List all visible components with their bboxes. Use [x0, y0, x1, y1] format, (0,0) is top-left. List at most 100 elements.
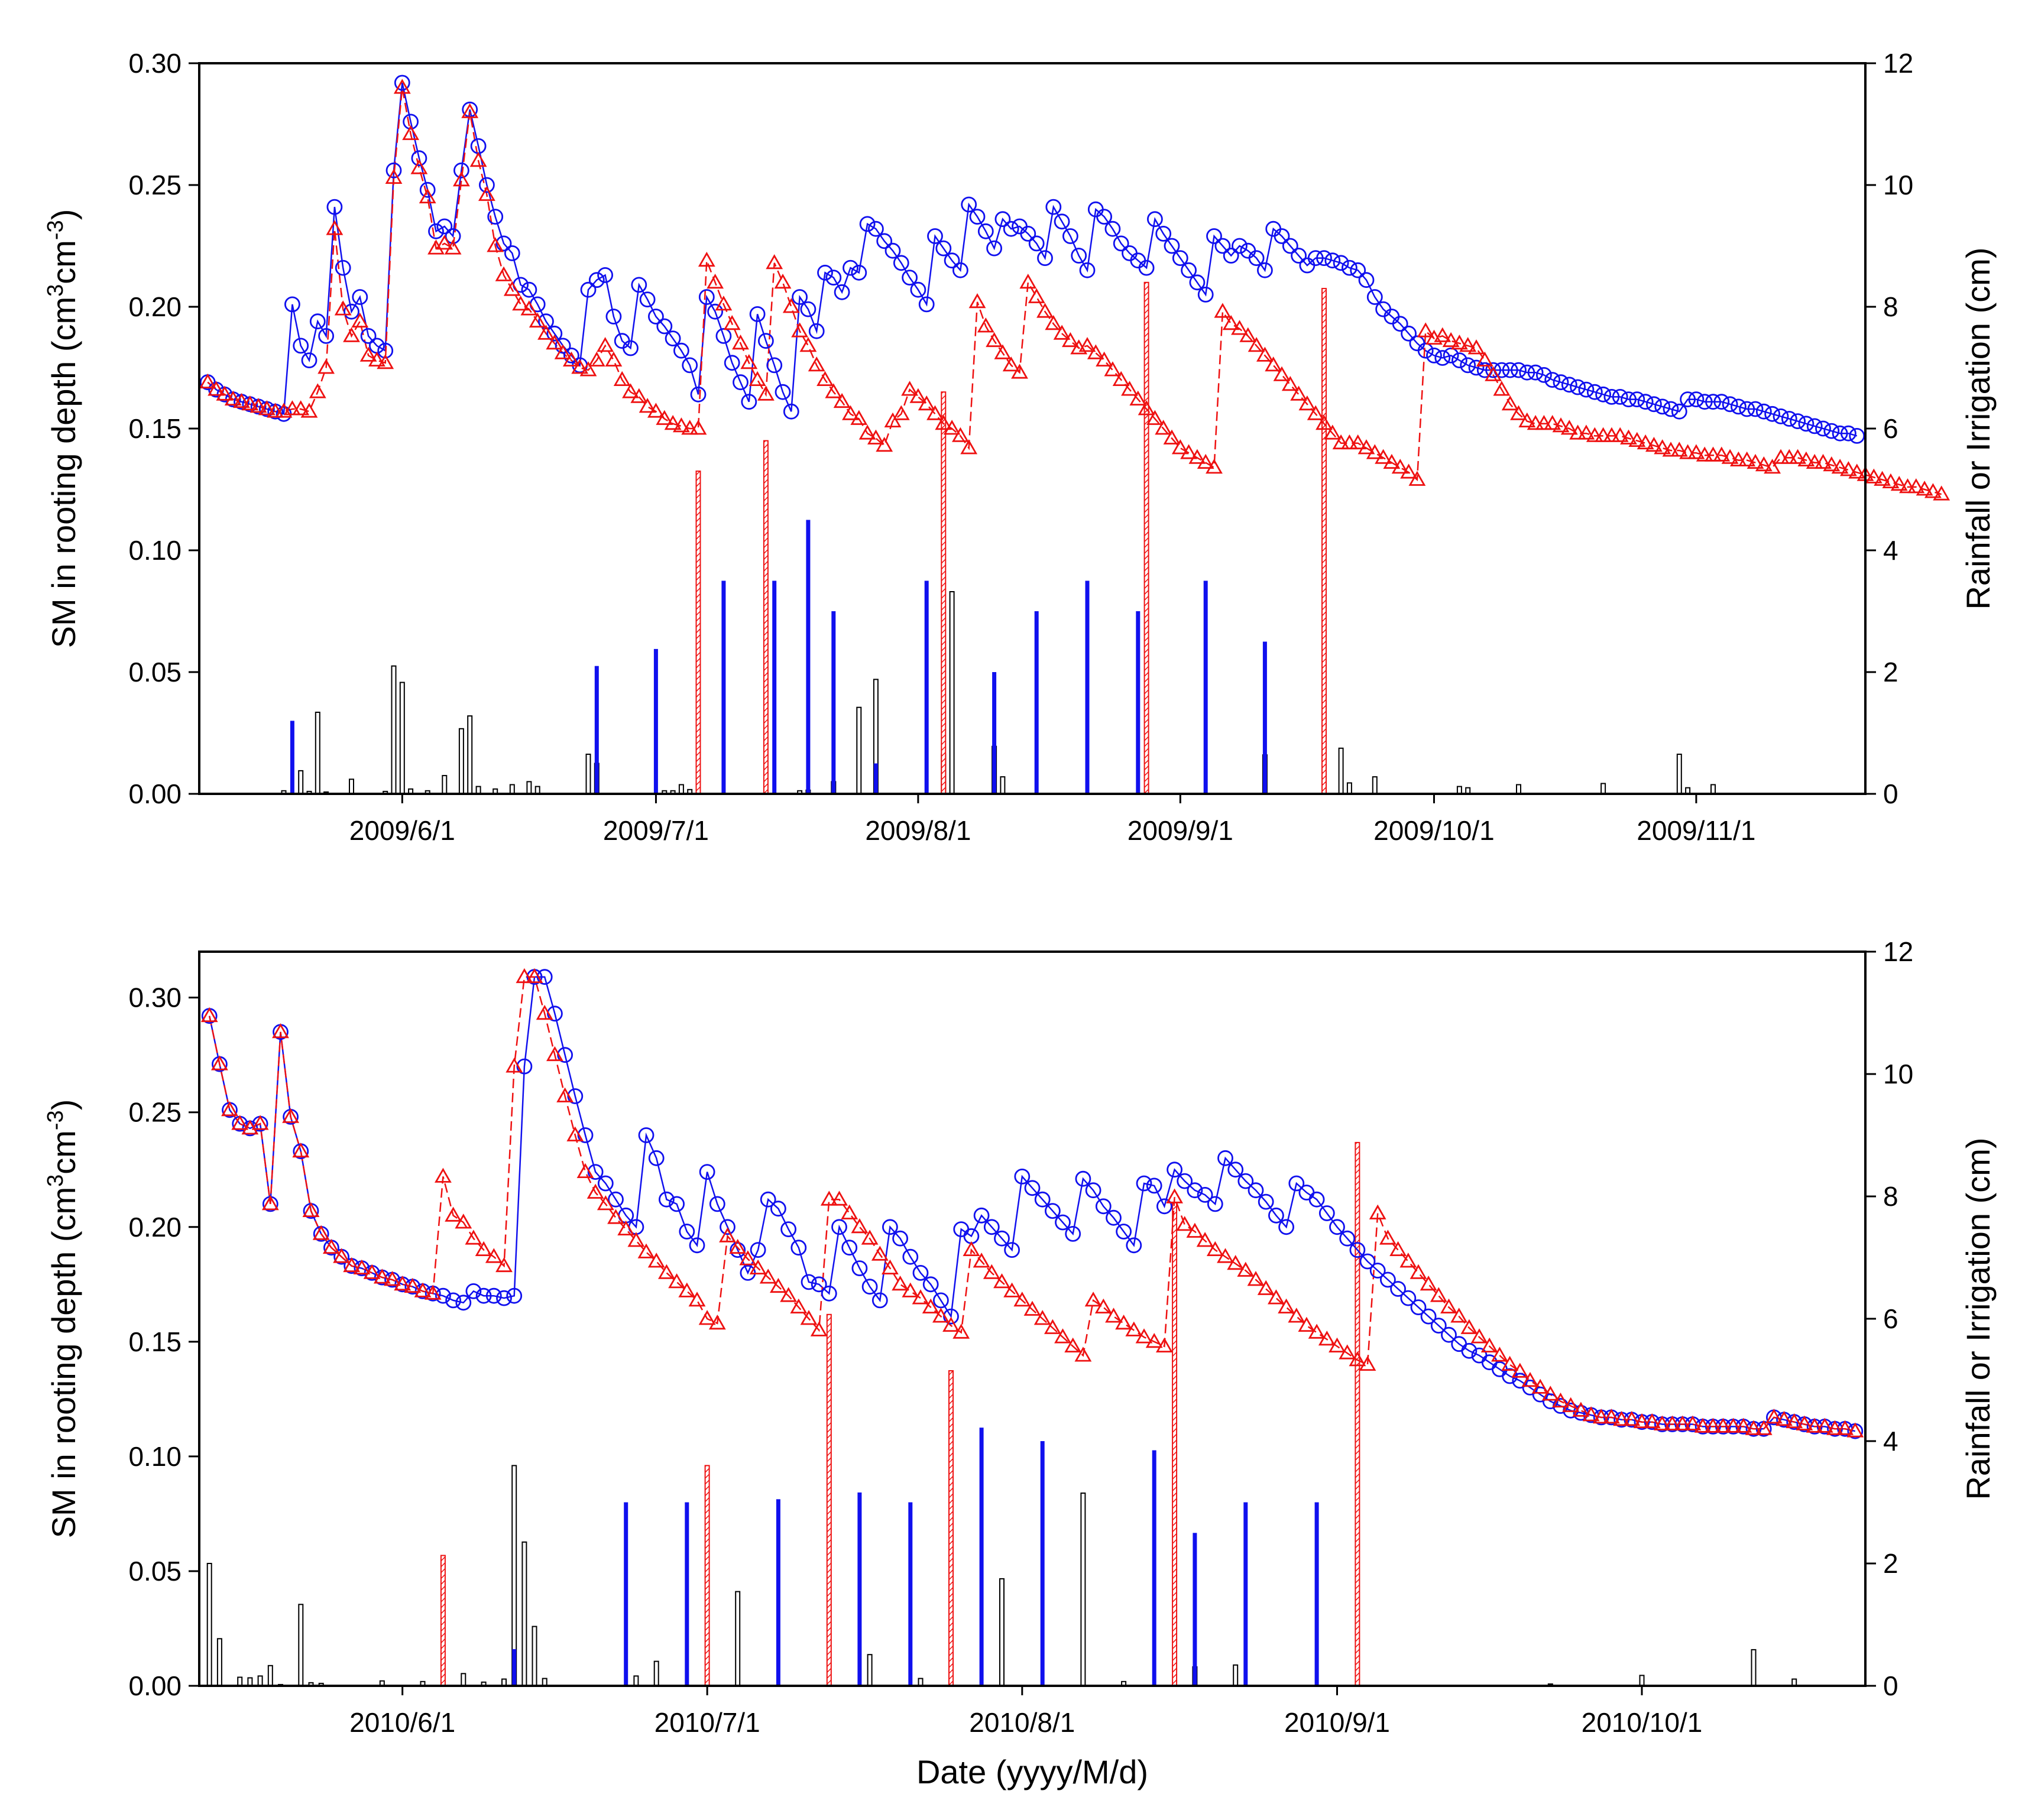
red-triangles-point — [251, 1115, 269, 1130]
red-triangles-point — [1019, 273, 1037, 289]
blue-circles-point — [817, 264, 833, 281]
blue-circles-point — [1172, 250, 1188, 267]
red-triangles-point — [326, 220, 344, 235]
irrigation-blue-bar — [290, 721, 294, 794]
top-y2-axis-label: Rainfall or Irrigation (cm) — [1959, 247, 1997, 609]
red-triangles-point — [986, 332, 1003, 348]
red-triangles-point — [317, 359, 335, 374]
top-plot-frame — [198, 62, 1867, 795]
red-triangles-point — [1459, 337, 1477, 352]
blue-circles-point — [1079, 262, 1096, 278]
red-triangles-point — [825, 383, 843, 398]
blue-circles-point — [360, 328, 377, 344]
y-tick-label: 0.05 — [128, 657, 182, 687]
red-triangles-point — [1476, 351, 1493, 366]
x-tick-label: 2010/8/1 — [969, 1707, 1075, 1738]
blue-circles-point — [1187, 1182, 1203, 1199]
blue-circles-point — [1268, 1207, 1284, 1224]
red-triangles-point — [1582, 1406, 1600, 1422]
blue-circles-point — [1037, 250, 1053, 267]
red-triangles-point — [576, 1163, 594, 1178]
blue-circles-point — [689, 1237, 705, 1254]
red-triangles-point — [952, 1323, 970, 1339]
blue-circles-point — [318, 328, 334, 344]
red-triangles-point — [529, 312, 546, 328]
y-tick-label: 0.20 — [128, 291, 182, 322]
rainfall-bar — [315, 712, 320, 794]
red-triangles-point — [1806, 453, 1823, 469]
blue-circles-point — [1288, 1175, 1305, 1192]
red-triangles-point — [487, 237, 504, 252]
red-triangles-point — [1180, 444, 1198, 459]
blue-circles-point — [715, 328, 732, 344]
red-triangles-point — [272, 1023, 289, 1039]
red-triangles-point — [1408, 471, 1426, 486]
y2-tick-label: 10 — [1883, 1059, 1913, 1089]
red-triangles-point — [1620, 429, 1637, 445]
blue-circles-point — [1823, 423, 1840, 439]
red-triangles-point — [1501, 1355, 1519, 1371]
blue-circles-point — [1318, 1205, 1335, 1221]
blue-circles-point — [1544, 372, 1561, 388]
blue-circles-point — [922, 1276, 939, 1293]
red-triangles-point — [363, 1264, 381, 1279]
red-triangles-point — [1882, 473, 1900, 488]
y2-tick-label: 4 — [1883, 535, 1898, 566]
red-triangles-point — [833, 392, 851, 408]
red-triangles-point — [1450, 334, 1468, 350]
blue-circles-point — [1671, 403, 1687, 420]
blue-circles-point — [801, 1274, 817, 1290]
red-triangles-point — [1054, 1328, 1071, 1344]
red-triangles-point — [199, 373, 216, 389]
x-tick-label: 2009/10/1 — [1373, 815, 1495, 846]
red-triangles-point — [1308, 1323, 1326, 1339]
red-triangles-point — [1806, 1417, 1823, 1433]
red-triangles-point — [639, 398, 656, 413]
irrigation-blue-bar — [1040, 1441, 1045, 1686]
red-triangles-point — [867, 429, 884, 445]
red-triangles-point — [1166, 1188, 1184, 1203]
red-triangles-point — [688, 1292, 706, 1307]
red-triangles-point — [1485, 366, 1502, 381]
blue-circles-point — [1349, 1242, 1366, 1258]
blue-circles-point — [1104, 220, 1121, 237]
red-triangles-point — [808, 356, 825, 372]
blue-circles-point — [648, 309, 664, 325]
rainfall-bar — [1600, 783, 1606, 794]
red-triangles-point — [1491, 1347, 1508, 1362]
red-triangles-point — [1104, 361, 1122, 377]
red-triangles-point — [1332, 434, 1350, 450]
red-triangles-point — [1670, 442, 1688, 457]
blue-circles-point — [1511, 362, 1527, 378]
irrigation-blue-bar — [594, 666, 599, 794]
red-triangles-point — [351, 312, 369, 328]
irrigation-blue-bar — [1243, 1502, 1248, 1686]
red-triangles-point — [334, 300, 352, 316]
rainfall-bar — [735, 1591, 741, 1687]
red-triangles-point — [1298, 395, 1316, 411]
irrigation-blue-bar — [1034, 611, 1039, 794]
red-triangles-point — [1227, 1254, 1245, 1270]
red-triangles-point — [377, 353, 394, 369]
red-triangles-point — [1206, 459, 1223, 474]
blue-circles-point — [669, 1196, 685, 1212]
red-triangles-point — [1146, 410, 1164, 425]
blue-circles-point — [536, 969, 553, 985]
blue-circles-point — [1248, 1182, 1264, 1199]
red-triangles-point — [1714, 1417, 1732, 1433]
rainfall-bar — [458, 728, 464, 795]
blue-circles-point — [910, 281, 926, 298]
blue-circles-point — [1232, 238, 1248, 254]
blue-circles-point — [1206, 228, 1222, 244]
blue-circles-point — [775, 384, 791, 400]
red-triangles-point — [445, 1206, 462, 1222]
red-triangles-point — [1440, 1298, 1457, 1314]
red-triangles-point — [1383, 453, 1401, 469]
blue-circles-point — [961, 196, 977, 213]
red-triangles-point — [740, 353, 758, 369]
irrigation-blue-bar — [721, 580, 726, 794]
red-triangles-point — [617, 1220, 635, 1236]
blue-circles-point — [475, 1287, 492, 1304]
blue-circles-point — [892, 1230, 908, 1247]
red-triangles-point — [465, 1229, 482, 1245]
